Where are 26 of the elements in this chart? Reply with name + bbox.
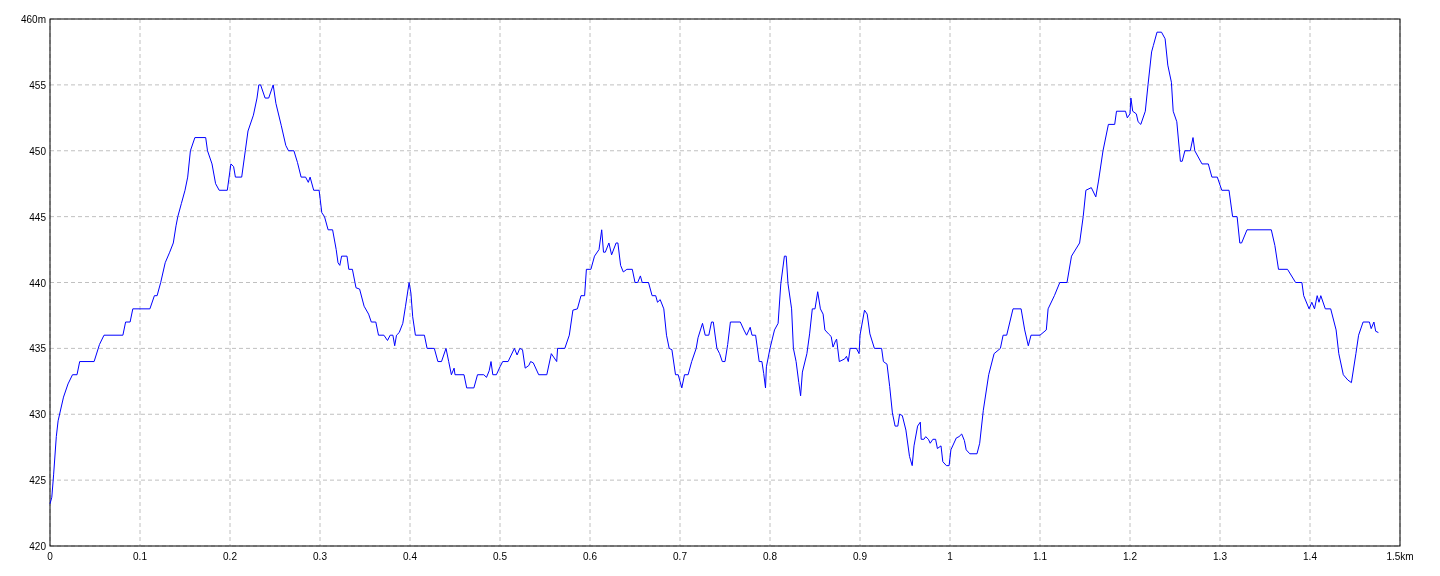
x-tick-label: 1.5km <box>1386 551 1414 562</box>
x-tick-label: 0.2 <box>223 551 238 562</box>
x-tick-label: 1.1 <box>1033 551 1048 562</box>
x-tick-label: 1 <box>947 551 954 562</box>
y-tick-label: 445 <box>29 211 47 223</box>
y-tick-label: 435 <box>29 343 47 355</box>
x-tick-label: 0.5 <box>493 551 508 562</box>
y-tick-label: 460m <box>20 14 46 25</box>
x-tick-label: 0.7 <box>673 551 688 562</box>
line-series <box>49 31 1379 505</box>
y-tick-label: 440 <box>29 277 47 289</box>
x-tick-label: 0.9 <box>853 551 868 562</box>
x-tick-label: 0 <box>47 551 54 562</box>
y-tick-label: 455 <box>29 79 47 91</box>
y-tick-label: 430 <box>29 409 47 421</box>
x-tick-label: 0.3 <box>313 551 328 562</box>
x-tick-label: 0.1 <box>133 551 148 562</box>
y-tick-label: 420 <box>29 541 47 552</box>
x-tick-label: 1.2 <box>1123 551 1138 562</box>
x-tick-label: 1.4 <box>1303 551 1318 562</box>
y-tick-label: 450 <box>29 145 47 157</box>
x-tick-label: 0.4 <box>403 551 418 562</box>
y-tick-label: 425 <box>29 475 47 487</box>
x-tick-label: 0.6 <box>583 551 598 562</box>
x-tick-label: 0.8 <box>763 551 778 562</box>
x-tick-label: 1.3 <box>1213 551 1228 562</box>
